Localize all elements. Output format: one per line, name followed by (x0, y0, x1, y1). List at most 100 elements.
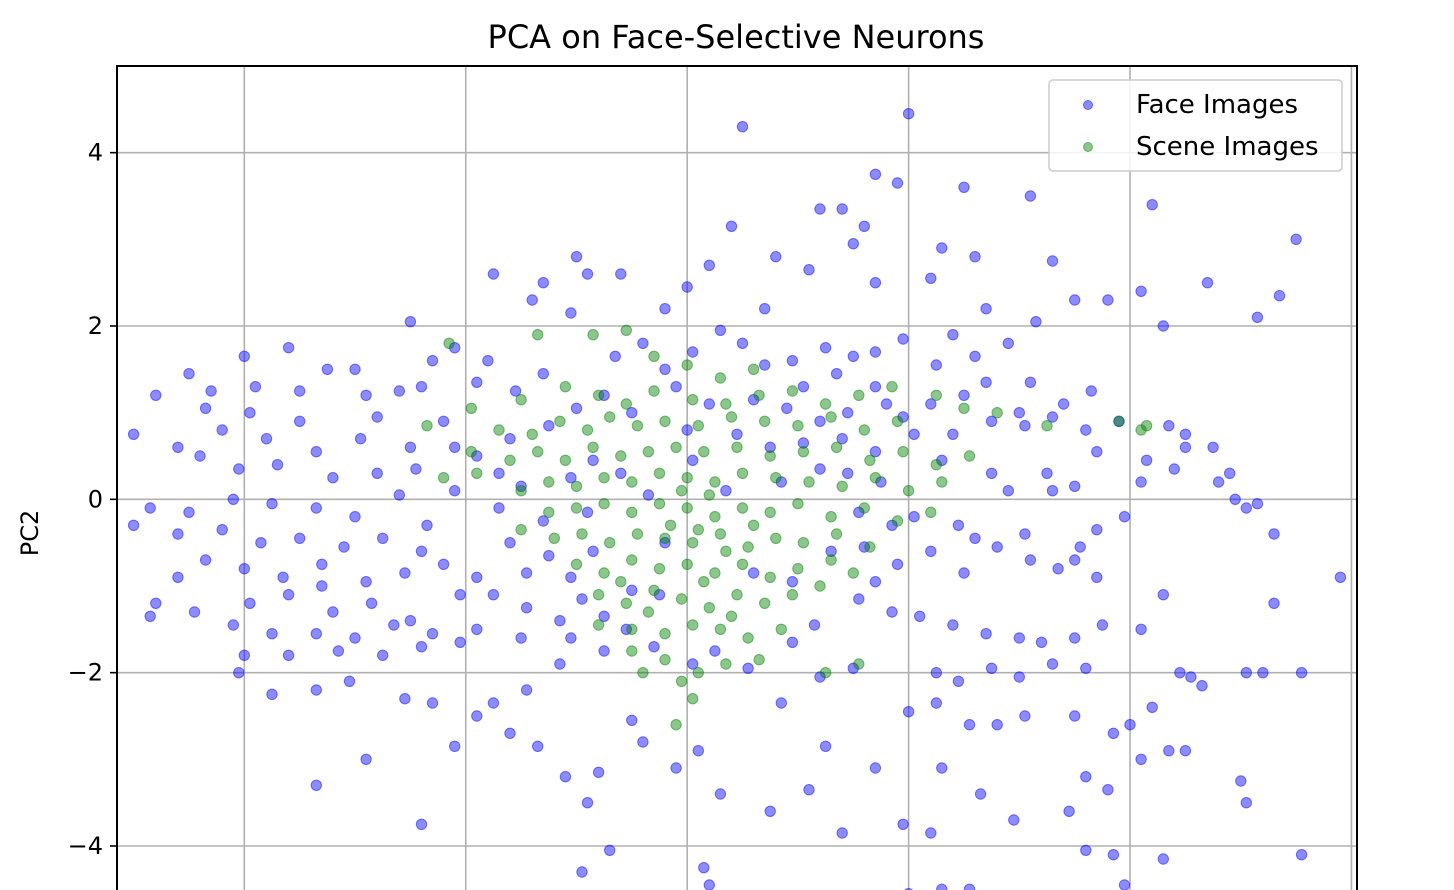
data-point (731, 441, 743, 453)
data-point (803, 784, 815, 796)
data-point (260, 433, 273, 445)
data-point (421, 420, 433, 432)
data-point (626, 584, 638, 596)
data-point (1118, 511, 1131, 523)
data-point (869, 277, 882, 289)
data-point (1140, 420, 1153, 432)
data-point (349, 363, 361, 375)
data-point (1013, 407, 1025, 419)
data-point (1091, 571, 1103, 583)
data-point (399, 567, 411, 579)
legend: Face Images Scene Images (1048, 79, 1343, 172)
data-point (703, 489, 715, 501)
y-tick-label: −4 (68, 832, 103, 860)
data-point (127, 519, 140, 531)
data-point (626, 506, 638, 518)
data-point (1069, 480, 1081, 492)
data-point (454, 636, 466, 648)
data-point (786, 636, 799, 648)
data-point (415, 641, 428, 653)
data-point (936, 476, 948, 488)
data-point (836, 433, 848, 445)
data-point (1107, 849, 1120, 861)
data-point (853, 593, 865, 605)
data-point (869, 576, 882, 588)
data-point (520, 567, 533, 579)
data-point (886, 606, 898, 618)
data-point (526, 428, 538, 440)
data-point (925, 506, 937, 518)
data-point (532, 329, 544, 341)
data-point (858, 424, 870, 436)
data-point (1268, 528, 1280, 540)
data-point (371, 411, 383, 423)
data-point (770, 532, 782, 544)
data-point (1268, 597, 1280, 609)
data-point (1229, 493, 1241, 505)
data-point (581, 506, 594, 518)
data-point (183, 506, 195, 518)
data-point (371, 467, 383, 479)
data-point (681, 359, 693, 371)
data-point (1069, 294, 1081, 306)
data-point (1046, 255, 1059, 267)
data-point (1146, 701, 1158, 713)
data-point (891, 177, 904, 189)
data-point (709, 567, 721, 579)
legend-label-scene: Scene Images (1136, 132, 1319, 162)
data-point (570, 402, 583, 414)
data-point (952, 675, 965, 687)
data-point (399, 693, 411, 705)
data-point (615, 450, 627, 462)
data-point (205, 385, 217, 397)
data-point (775, 623, 787, 635)
data-point (509, 385, 522, 397)
data-point (1212, 476, 1225, 488)
data-point (991, 541, 1003, 553)
data-point (1019, 528, 1031, 540)
data-point (554, 615, 566, 627)
data-point (764, 441, 776, 453)
data-point (238, 563, 251, 575)
data-point (465, 402, 477, 414)
data-point (537, 277, 549, 289)
data-point (869, 381, 882, 393)
data-point (709, 645, 721, 657)
data-point (565, 307, 577, 319)
data-point (1107, 727, 1120, 739)
data-point (282, 342, 295, 354)
data-point (687, 619, 699, 631)
data-point (897, 446, 909, 458)
data-point (493, 502, 505, 514)
data-point (1080, 844, 1092, 856)
data-point (648, 584, 660, 596)
data-point (681, 424, 693, 436)
data-point (1235, 775, 1247, 787)
data-point (681, 558, 693, 570)
data-point (653, 498, 666, 510)
data-point (714, 372, 727, 384)
data-point (537, 515, 549, 527)
data-point (786, 576, 799, 588)
data-point (426, 628, 439, 640)
data-point (1207, 441, 1219, 453)
data-point (1118, 879, 1131, 890)
data-point (587, 545, 599, 557)
data-point (1063, 805, 1075, 817)
data-point (714, 623, 727, 635)
data-point (1290, 233, 1302, 246)
data-point (952, 519, 965, 531)
data-point (587, 454, 599, 466)
data-point (1069, 710, 1081, 722)
data-point (692, 420, 704, 432)
data-point (570, 502, 583, 514)
data-point (626, 554, 638, 566)
data-point (360, 753, 372, 765)
data-point (244, 407, 256, 419)
data-point (637, 667, 649, 679)
legend-label-face: Face Images (1136, 90, 1298, 120)
data-point (1019, 710, 1031, 722)
data-point (415, 818, 428, 830)
data-point (991, 719, 1003, 731)
